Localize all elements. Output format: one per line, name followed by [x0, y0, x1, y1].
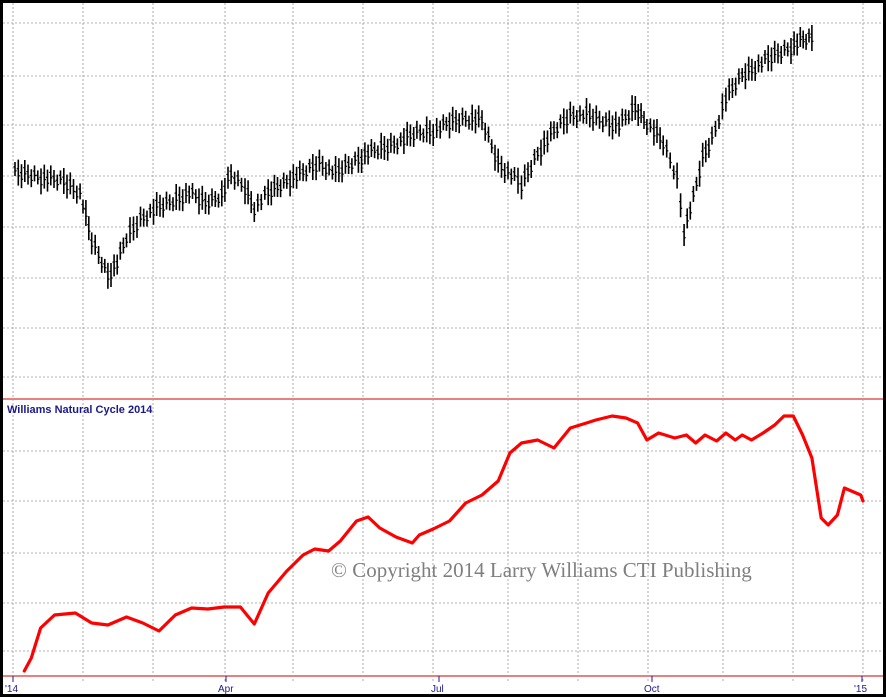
x-tick-label: Oct — [644, 684, 660, 694]
chart-canvas: Williams Natural Cycle 2014 © Copyright 2… — [3, 3, 883, 694]
copyright-watermark: © Copyright 2014 Larry Williams CTI Publ… — [331, 558, 752, 582]
x-tick-label: Apr — [218, 684, 234, 694]
cycle-line — [22, 414, 865, 673]
x-tick-label: '14 — [5, 684, 18, 694]
cycle-panel-title: Williams Natural Cycle 2014 — [7, 404, 153, 416]
x-tick-label: '15 — [854, 684, 867, 694]
x-tick-label: Jul — [431, 684, 444, 694]
